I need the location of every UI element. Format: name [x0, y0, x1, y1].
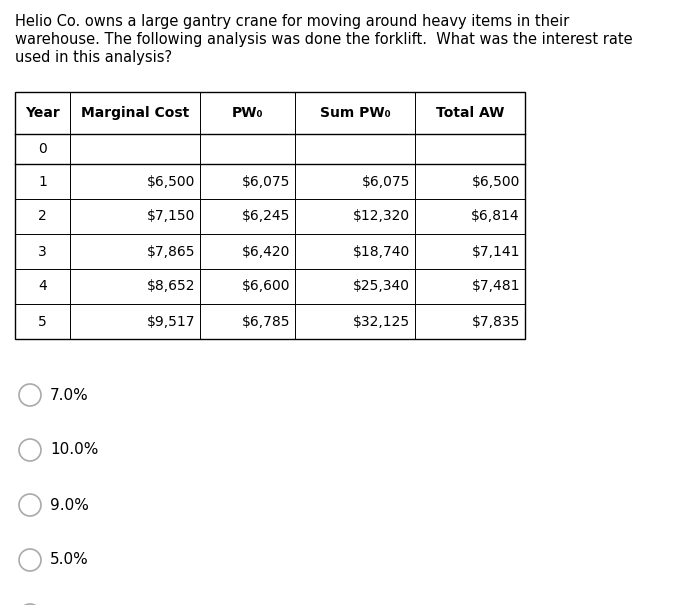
Circle shape: [19, 384, 41, 406]
Text: $6,600: $6,600: [241, 280, 290, 293]
Text: $6,785: $6,785: [241, 315, 290, 329]
Text: $12,320: $12,320: [353, 209, 410, 223]
Text: $6,075: $6,075: [362, 174, 410, 189]
Text: warehouse. The following analysis was done the forklift.  What was the interest : warehouse. The following analysis was do…: [15, 32, 633, 47]
Text: Year: Year: [25, 106, 60, 120]
Circle shape: [19, 549, 41, 571]
Text: $6,500: $6,500: [146, 174, 195, 189]
Text: 0: 0: [38, 142, 47, 156]
Text: PW₀: PW₀: [232, 106, 263, 120]
Text: $7,865: $7,865: [146, 244, 195, 258]
Text: 9.0%: 9.0%: [50, 497, 89, 512]
Text: $6,420: $6,420: [241, 244, 290, 258]
Text: Helio Co. owns a large gantry crane for moving around heavy items in their: Helio Co. owns a large gantry crane for …: [15, 14, 569, 29]
Text: $32,125: $32,125: [353, 315, 410, 329]
Text: Sum PW₀: Sum PW₀: [320, 106, 391, 120]
Text: $6,500: $6,500: [472, 174, 520, 189]
Text: 2: 2: [38, 209, 47, 223]
Text: 5: 5: [38, 315, 47, 329]
Text: 1: 1: [38, 174, 47, 189]
Bar: [15, 92, 525, 339]
Text: Marginal Cost: Marginal Cost: [81, 106, 189, 120]
Text: $7,150: $7,150: [146, 209, 195, 223]
Text: $7,141: $7,141: [472, 244, 520, 258]
Text: $25,340: $25,340: [353, 280, 410, 293]
Text: used in this analysis?: used in this analysis?: [15, 50, 172, 65]
Text: $6,075: $6,075: [241, 174, 290, 189]
Text: 7.0%: 7.0%: [50, 387, 89, 402]
Circle shape: [19, 494, 41, 516]
Text: $9,517: $9,517: [146, 315, 195, 329]
Text: $18,740: $18,740: [353, 244, 410, 258]
Text: $7,835: $7,835: [472, 315, 520, 329]
Circle shape: [19, 439, 41, 461]
Text: $8,652: $8,652: [146, 280, 195, 293]
Text: $7,481: $7,481: [472, 280, 520, 293]
Text: Total AW: Total AW: [436, 106, 504, 120]
Circle shape: [19, 604, 41, 605]
Text: 4: 4: [38, 280, 47, 293]
Text: 3: 3: [38, 244, 47, 258]
Text: $6,245: $6,245: [241, 209, 290, 223]
Text: 5.0%: 5.0%: [50, 552, 89, 567]
Text: 10.0%: 10.0%: [50, 442, 99, 457]
Text: $6,814: $6,814: [471, 209, 520, 223]
